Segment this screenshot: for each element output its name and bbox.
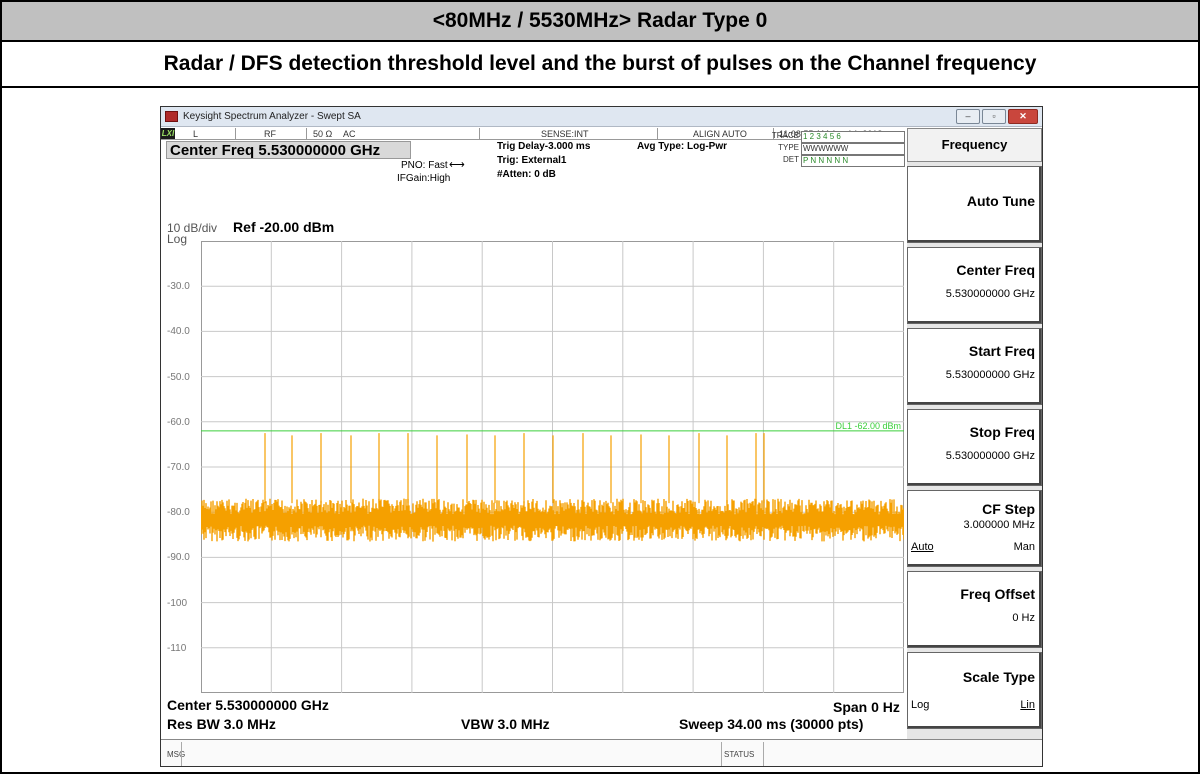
pno-arrow-icon: ⟷: [449, 159, 465, 171]
minimize-button[interactable]: –: [956, 109, 980, 124]
status-label: STATUS: [724, 750, 755, 759]
softkey-menu-title: Frequency: [907, 128, 1042, 162]
trace-values: 1 2 3 4 5 6: [801, 131, 905, 143]
footer-sweep: Sweep 34.00 ms (30000 pts): [679, 716, 864, 732]
auto-tune-button[interactable]: Auto Tune: [907, 166, 1042, 243]
y-tick-label: -100: [167, 597, 188, 609]
y-tick-label: -80.0: [167, 507, 190, 519]
start-freq-button[interactable]: Start Freq 5.530000000 GHz: [907, 328, 1042, 405]
y-tick-label: -30.0: [167, 281, 190, 293]
y-tick-label: -90.0: [167, 552, 190, 564]
close-button[interactable]: ✕: [1008, 109, 1038, 124]
ifgain-text: IFGain:High: [397, 173, 451, 184]
trig-delay-text: Trig Delay-3.000 ms: [497, 141, 591, 152]
status-align: ALIGN AUTO: [693, 129, 747, 139]
cf-step-button[interactable]: CF Step 3.000000 MHz Auto Man: [907, 490, 1042, 567]
window-titlebar: Keysight Spectrum Analyzer - Swept SA – …: [161, 107, 1042, 127]
footer-center: Center 5.530000000 GHz: [167, 697, 329, 713]
msg-label: MSG: [167, 750, 186, 759]
trig-source-text: Trig: External1: [497, 155, 567, 166]
center-freq-display: Center Freq 5.530000000 GHz: [166, 141, 411, 159]
status-impedance: 50 Ω: [313, 129, 333, 139]
message-bar: MSG STATUS: [161, 739, 1042, 766]
center-freq-label: Center Freq: [956, 262, 1035, 278]
auto-tune-label: Auto Tune: [966, 193, 1035, 209]
type-values: WWWWWW: [801, 143, 905, 155]
ref-level: Ref -20.00 dBm: [233, 219, 335, 235]
trace-label: TRACE: [771, 131, 799, 140]
footer-vbw: VBW 3.0 MHz: [461, 716, 550, 732]
log-label: Log: [167, 232, 188, 246]
app-icon: [165, 111, 178, 122]
stop-freq-label: Stop Freq: [969, 424, 1035, 440]
stop-freq-button[interactable]: Stop Freq 5.530000000 GHz: [907, 409, 1042, 486]
cf-step-value: 3.000000 MHz: [963, 519, 1035, 531]
atten-text: #Atten: 0 dB: [497, 169, 556, 180]
y-tick-label: -60.0: [167, 416, 190, 428]
footer-span: Span 0 Hz: [833, 699, 900, 715]
avg-type-text: Avg Type: Log-Pwr: [637, 141, 727, 152]
window-title: Keysight Spectrum Analyzer - Swept SA: [183, 111, 361, 122]
y-tick-label: -70.0: [167, 462, 190, 473]
pno-text: PNO: Fast: [401, 160, 448, 171]
scale-type-label: Scale Type: [962, 669, 1035, 685]
noise-trace: [200, 498, 905, 542]
freq-offset-value: 0 Hz: [1012, 612, 1035, 624]
analyzer-window: Keysight Spectrum Analyzer - Swept SA – …: [160, 106, 1043, 767]
status-l: L: [193, 129, 199, 139]
y-tick-label: -40.0: [167, 326, 190, 338]
report-subtitle: Radar / DFS detection threshold level an…: [2, 42, 1198, 88]
y-tick-label: -110: [167, 642, 187, 654]
plot-area: DL1 -62.00 dBm: [200, 241, 905, 693]
type-label: TYPE: [778, 143, 799, 152]
status-sense: SENSE:INT: [541, 129, 589, 139]
scale-type-button[interactable]: Scale Type Log Lin: [907, 652, 1042, 729]
softkey-panel: Frequency Auto Tune Center Freq 5.530000…: [907, 128, 1042, 739]
status-rf: RF: [264, 129, 276, 139]
status-coupling: AC: [343, 129, 356, 139]
scale-type-lin: Lin: [1020, 699, 1035, 711]
start-freq-value: 5.530000000 GHz: [945, 369, 1035, 381]
center-freq-value: 5.530000000 GHz: [945, 288, 1035, 300]
display-line-label: DL1 -62.00 dBm: [835, 421, 901, 431]
cf-step-auto: Auto: [911, 541, 934, 553]
freq-offset-label: Freq Offset: [960, 586, 1035, 602]
stop-freq-value: 5.530000000 GHz: [945, 450, 1035, 462]
lxi-badge: LXI: [161, 128, 175, 140]
maximize-button[interactable]: ▫: [982, 109, 1006, 124]
center-freq-button[interactable]: Center Freq 5.530000000 GHz: [907, 247, 1042, 324]
scale-type-log: Log: [911, 699, 930, 711]
scale-ref: 10 dB/div Ref -20.00 dBm: [167, 219, 334, 235]
det-label: DET: [783, 155, 799, 164]
cf-step-man: Man: [1013, 541, 1035, 553]
freq-offset-button[interactable]: Freq Offset 0 Hz: [907, 571, 1042, 648]
trace-table: TRACE 1 2 3 4 5 6 TYPE WWWWWW DET P N N N N…: [751, 131, 905, 167]
footer-res-bw: Res BW 3.0 MHz: [167, 716, 276, 732]
report-title: <80MHz / 5530MHz> Radar Type 0: [2, 2, 1198, 42]
start-freq-label: Start Freq: [968, 343, 1035, 359]
scale-per-div: 10 dB/div: [167, 221, 218, 235]
det-values: P N N N N N: [801, 155, 905, 167]
cf-step-label: CF Step: [982, 501, 1035, 517]
trace-plot: DL1 -62.00 dBm: [200, 241, 905, 693]
y-tick-label: -50.0: [167, 371, 190, 383]
